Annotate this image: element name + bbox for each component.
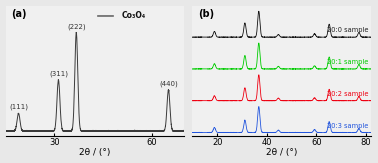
Text: (111): (111) [9, 104, 28, 110]
Text: 20:2 sample: 20:2 sample [327, 91, 368, 97]
Text: Co₃O₄: Co₃O₄ [122, 11, 146, 21]
Text: 20:1 sample: 20:1 sample [327, 59, 368, 65]
Text: 20:0 sample: 20:0 sample [327, 27, 368, 33]
Text: (a): (a) [11, 9, 26, 19]
X-axis label: 2θ / (°): 2θ / (°) [79, 148, 110, 157]
Text: (222): (222) [67, 24, 85, 30]
Text: (b): (b) [198, 9, 214, 19]
X-axis label: 2θ / (°): 2θ / (°) [266, 148, 297, 157]
Text: (311): (311) [49, 70, 68, 77]
Text: (440): (440) [159, 80, 178, 87]
Text: 20:3 sample: 20:3 sample [327, 123, 368, 129]
